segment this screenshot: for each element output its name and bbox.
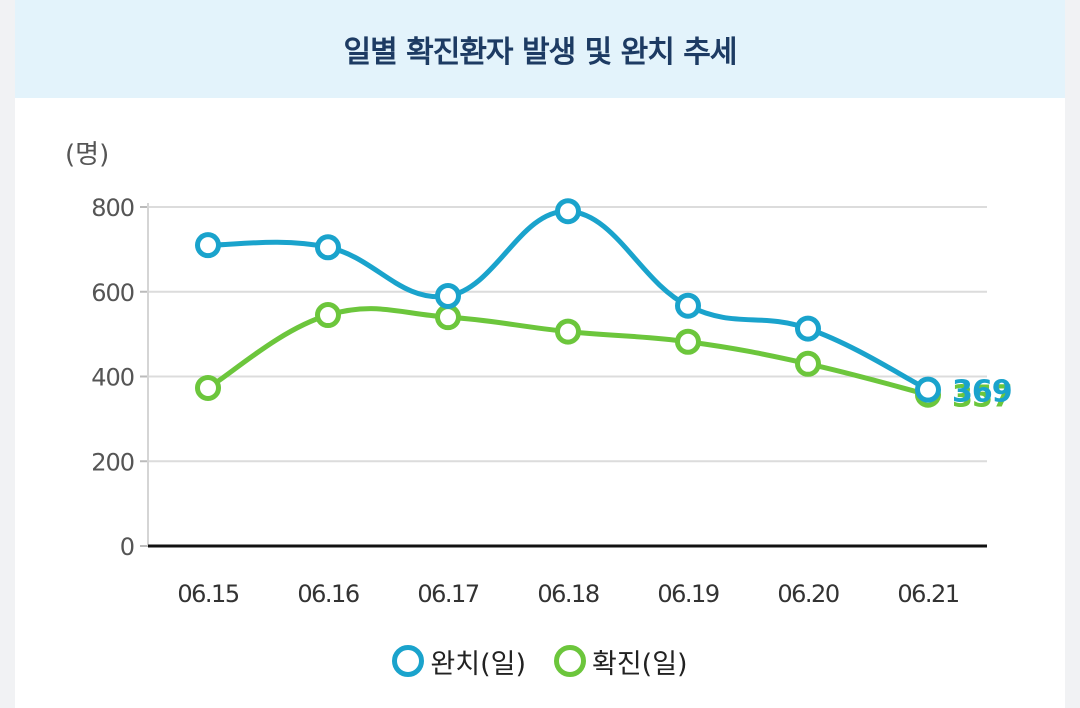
data-point-confirmed bbox=[315, 302, 341, 329]
y-tick-label: 400 bbox=[91, 364, 134, 392]
y-tick-label: 0 bbox=[120, 533, 134, 561]
data-point-confirmed bbox=[195, 374, 221, 401]
data-point-confirmed bbox=[795, 350, 821, 377]
data-point-recovered bbox=[195, 232, 221, 259]
x-tick-label: 06.20 bbox=[777, 580, 838, 608]
data-point-recovered bbox=[315, 234, 341, 261]
data-point-recovered bbox=[795, 315, 821, 342]
legend-marker-recovered-icon bbox=[392, 645, 425, 677]
chart-title: 일별 확진환자 발생 및 완치 추세 bbox=[343, 35, 737, 70]
legend-marker-confirmed-icon bbox=[554, 645, 586, 677]
line-chart: 0 200 400 600 800 06.15 06.16 06.17 06.18 06.19 06… bbox=[91, 194, 1012, 608]
x-tick-label: 06.21 bbox=[897, 580, 958, 608]
x-tick-label: 06.16 bbox=[297, 580, 358, 608]
x-tick-label: 06.18 bbox=[537, 580, 598, 608]
legend-item-confirmed[interactable]: 확진(일) bbox=[554, 642, 688, 681]
data-point-confirmed bbox=[675, 328, 701, 355]
y-tick-label: 200 bbox=[91, 448, 134, 476]
chart-card: 일별 확진환자 발생 및 완치 추세 (명) 0 200 400 600 800 06.1… bbox=[15, 0, 1065, 708]
legend-item-recovered[interactable]: 완치(일) bbox=[392, 642, 526, 681]
data-point-recovered bbox=[675, 292, 701, 319]
end-value-label-recovered: 369 bbox=[952, 375, 1012, 410]
legend-label-recovered: 완치(일) bbox=[430, 648, 526, 680]
y-tick-label: 600 bbox=[91, 279, 134, 307]
data-point-recovered bbox=[555, 198, 581, 225]
chart-legend: 완치(일) 확진(일) bbox=[15, 636, 1065, 686]
data-point-confirmed bbox=[435, 304, 461, 331]
data-point-recovered bbox=[915, 376, 941, 403]
legend-label-confirmed: 확진(일) bbox=[592, 648, 688, 680]
x-tick-label: 06.17 bbox=[417, 580, 478, 608]
end-value-label-confirmed: 357 bbox=[952, 380, 1012, 415]
chart-header: 일별 확진환자 발생 및 완치 추세 bbox=[15, 0, 1065, 98]
x-tick-label: 06.15 bbox=[177, 580, 238, 608]
y-tick-label: 800 bbox=[91, 194, 134, 222]
data-point-confirmed bbox=[555, 318, 581, 345]
x-tick-label: 06.19 bbox=[657, 580, 718, 608]
y-axis-unit-label: (명) bbox=[65, 140, 110, 170]
data-point-recovered bbox=[435, 282, 461, 309]
